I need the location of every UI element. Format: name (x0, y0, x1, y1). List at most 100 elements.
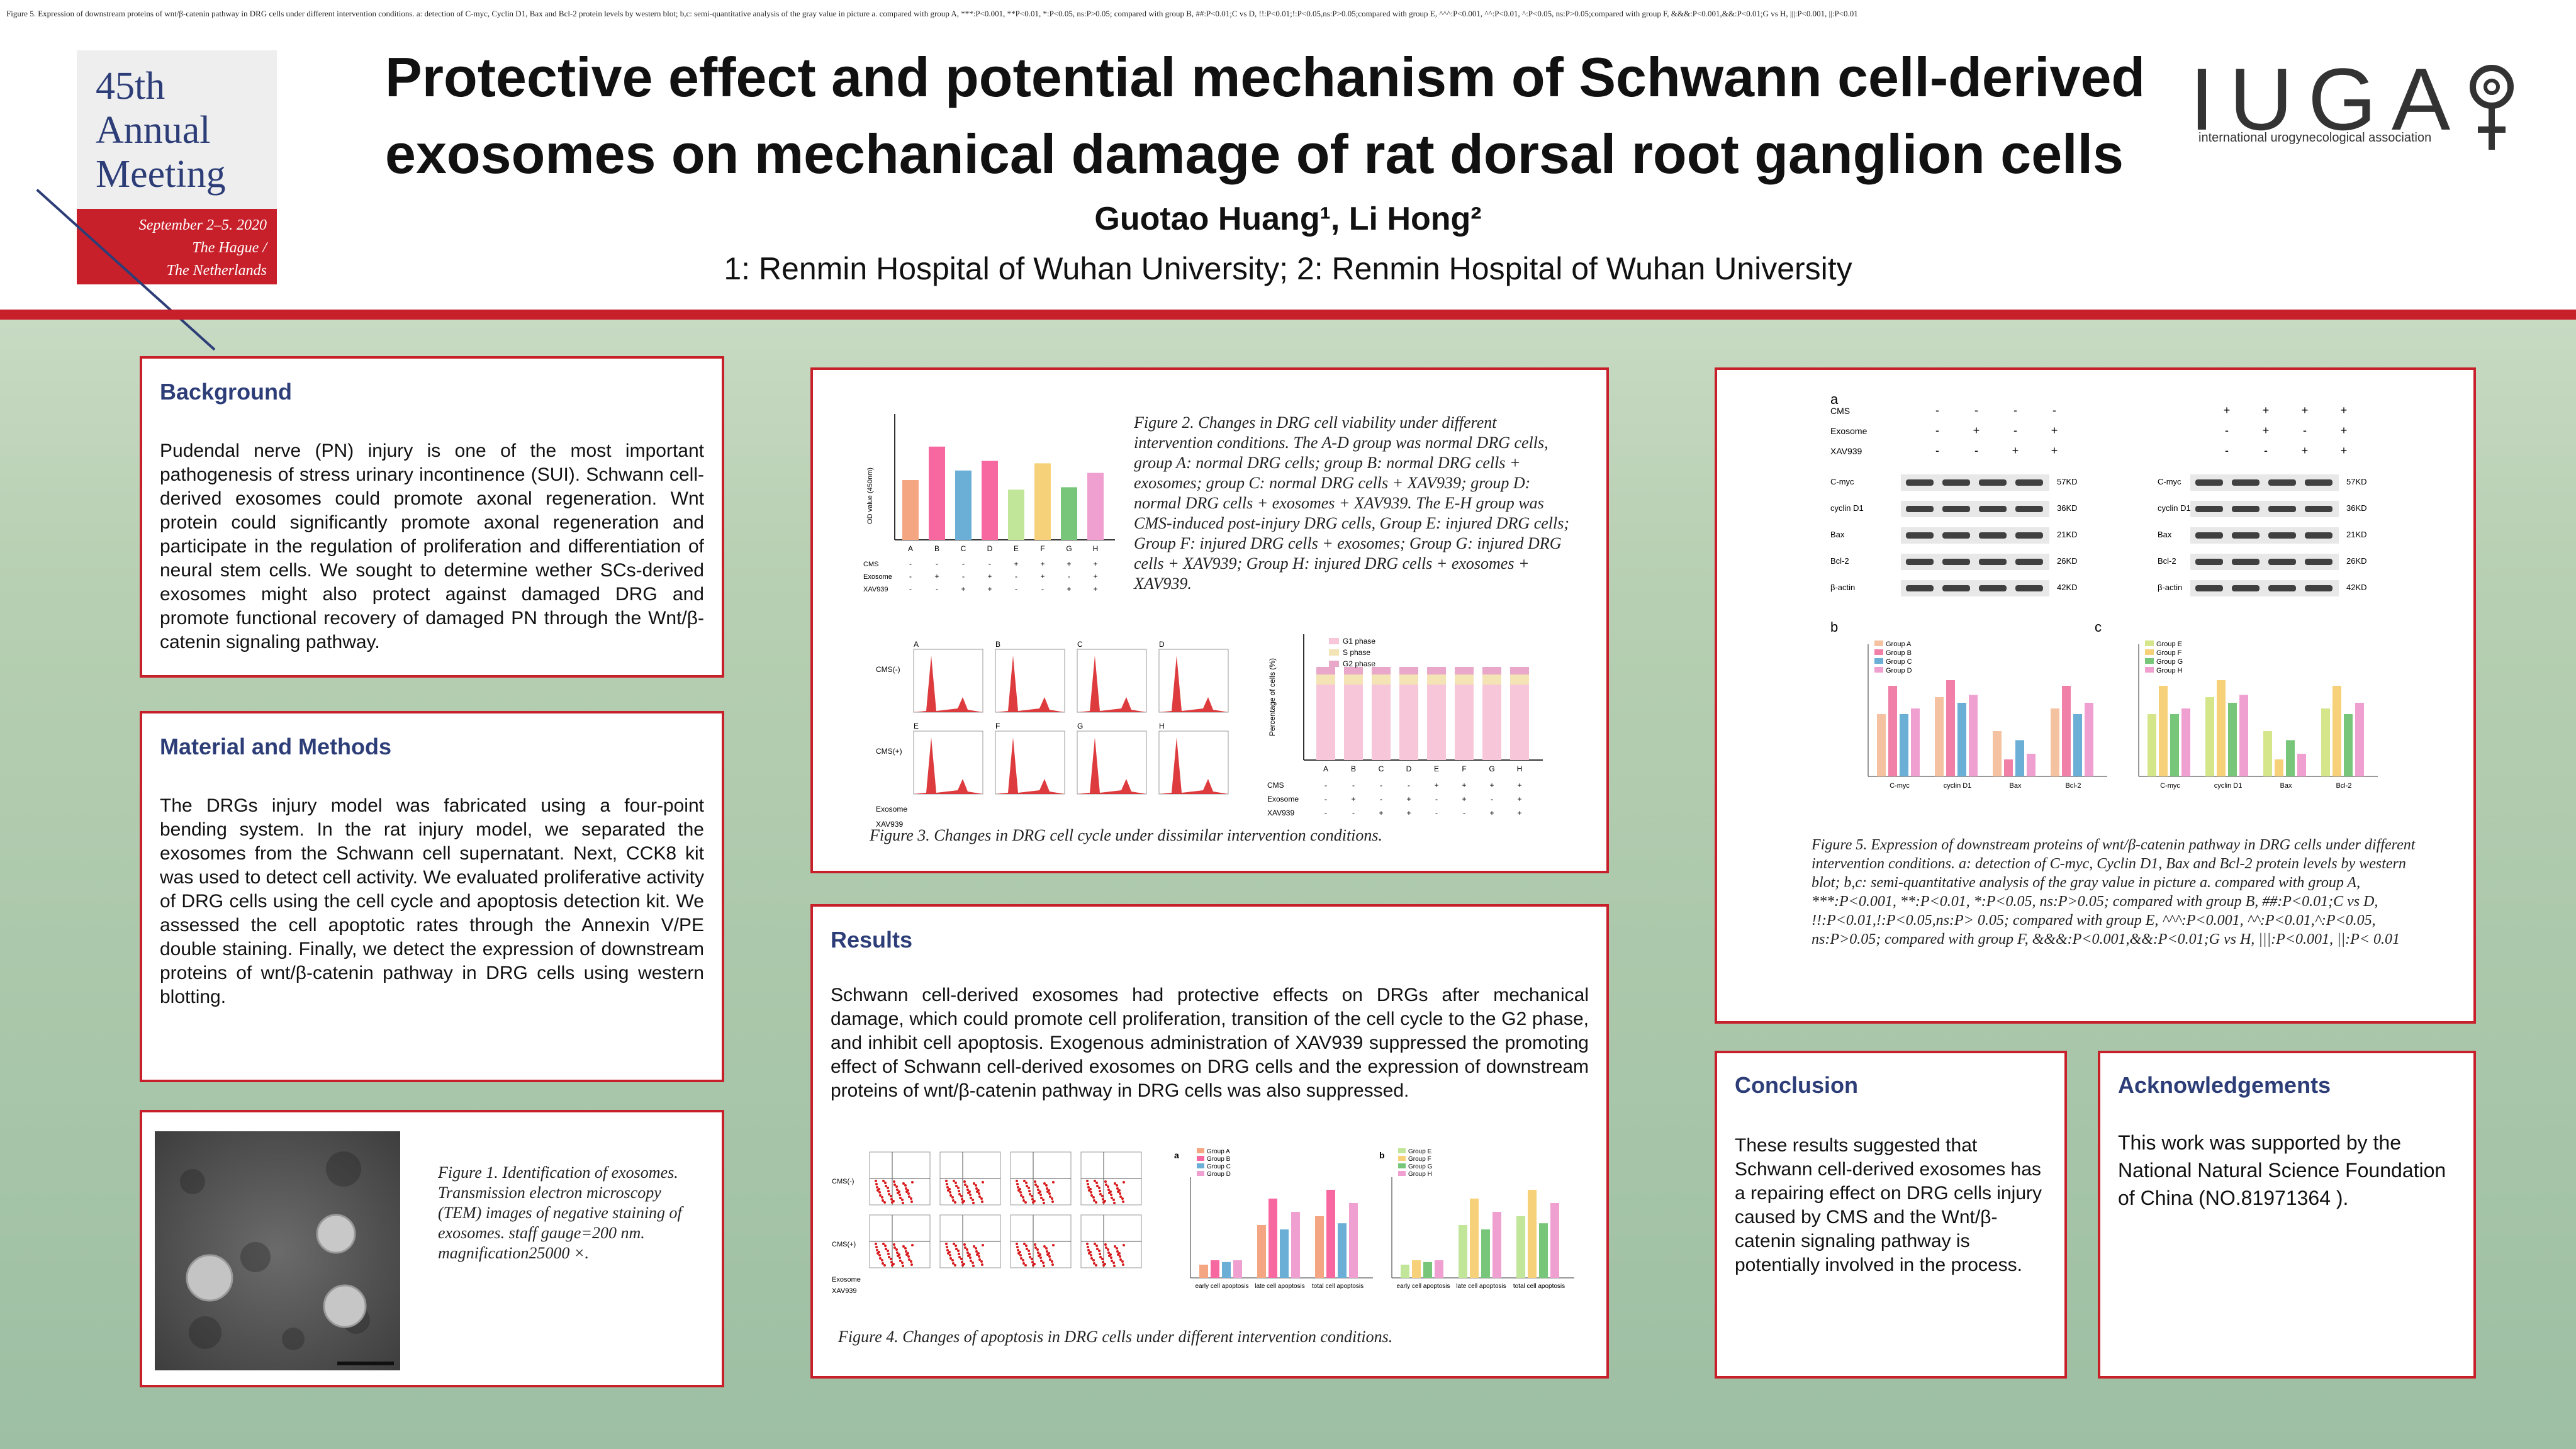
figure4-dot (1034, 1183, 1037, 1186)
title-line1: Protective effect and potential mechanis… (385, 46, 2146, 108)
figure3-row-cell: - (1352, 808, 1355, 817)
figure3-category-label: D (1406, 764, 1412, 773)
figure2-row-cell: + (1040, 572, 1044, 581)
figure3-row-cell: - (1435, 808, 1438, 817)
figure5-band-label-right: Bcl-2 (2158, 556, 2176, 566)
figure4-bar (1423, 1262, 1432, 1278)
figure5-sign: - (1935, 444, 1939, 457)
figure4-dot (957, 1250, 960, 1252)
figure5-sign: - (1935, 404, 1939, 417)
figure5-bar (1935, 697, 1944, 776)
figure4-dot (958, 1190, 960, 1192)
figure3-category-label: E (1434, 764, 1439, 773)
figure4-dot (907, 1192, 910, 1195)
figure3-histogram-frame (913, 649, 983, 713)
figure5-bar (2159, 686, 2168, 776)
figure2-row-cell: + (1093, 585, 1097, 593)
figure5-band (1942, 585, 1970, 591)
figure5-category-label: C-myc (2160, 782, 2180, 790)
figure4-bar (1528, 1190, 1537, 1278)
figure4-dot (1099, 1193, 1102, 1195)
figure2-category-label: B (934, 544, 939, 553)
figure4-dot (899, 1260, 902, 1262)
figure4-dot (876, 1186, 878, 1189)
figure4-dot (1095, 1245, 1098, 1247)
figure4-dot (1045, 1247, 1048, 1250)
figure5-band (2305, 559, 2332, 565)
figure3-ylabel: Percentage of cells (%) (1268, 658, 1277, 736)
figure5-sign: + (2341, 404, 2348, 417)
figure3-panel-label: H (1159, 722, 1165, 730)
figure4-dot (981, 1263, 983, 1266)
figure4-dot (969, 1194, 972, 1196)
figure2-bar (1034, 463, 1051, 540)
figure4-flow-plots: CMS(-) CMS(+) Exosome XAV939 (832, 1151, 1142, 1295)
figure4-dot (946, 1186, 949, 1189)
figure1-caption: Figure 1. Identification of exosomes. Tr… (438, 1163, 682, 1262)
legend-label: Group G (1408, 1163, 1433, 1170)
figure4-dot (882, 1199, 884, 1202)
figure5-band (2015, 585, 2043, 591)
figure5-band (1906, 585, 1934, 591)
figure3-row-cell: - (1408, 781, 1410, 790)
figure5-sign: - (2013, 404, 2017, 417)
figure5-band-label: Bax (1830, 530, 1845, 539)
figure2-row-cell: - (1041, 585, 1044, 593)
figure4-bar (1268, 1199, 1277, 1278)
figure4-dot (1098, 1187, 1100, 1189)
figure5-sign: - (2225, 444, 2229, 457)
figure5-label-c: c (2095, 619, 2102, 635)
figure4-dot (1105, 1246, 1107, 1249)
figure5-band (2268, 479, 2296, 486)
figure4-dot (1099, 1256, 1102, 1258)
figure4-dot (1095, 1201, 1097, 1204)
figure4-dot (1101, 1258, 1104, 1260)
figure3-bar-row-3: XAV939 (1267, 808, 1294, 817)
figure4-bar (1315, 1216, 1324, 1278)
figure4-dot (964, 1183, 966, 1186)
results-panel: Results Schwann cell-derived exosomes ha… (810, 904, 1609, 1379)
methods-text: The DRGs injury model was fabricated usi… (160, 795, 704, 1007)
figure4-dot (878, 1254, 881, 1256)
badge-line1: 45th (96, 65, 165, 108)
legend-label: Group E (1408, 1148, 1432, 1155)
figure5-kd-label-right: 26KD (2346, 556, 2367, 566)
badge-place1: The Hague / (192, 240, 267, 256)
figure4-bar (1280, 1229, 1289, 1278)
legend-label: Group H (2156, 667, 2183, 674)
figure4-dot (1096, 1248, 1099, 1250)
figure5-bar (2062, 686, 2071, 776)
figure4-dot (1016, 1243, 1018, 1245)
figure4-dot (1026, 1248, 1028, 1250)
figure4-dot (1040, 1197, 1043, 1199)
figure4-dot (966, 1185, 968, 1188)
figure2-caption: Figure 2. Changes in DRG cell viability … (1134, 413, 1569, 593)
figure2-3-panel: OD value (450nm) A B C D E F G H CMS - - - - + + + + Exo… (810, 367, 1609, 873)
figure4-dot (1023, 1243, 1026, 1245)
figure4-bar (1199, 1265, 1208, 1278)
figure5-band (2232, 479, 2260, 486)
figure4-dot (1086, 1180, 1089, 1182)
figure4-dot (1107, 1248, 1109, 1251)
methods-panel: Material and Methods The DRGs injury mod… (140, 711, 724, 1082)
figure3-row-cell: - (1324, 808, 1327, 817)
figure3-category-label: G (1489, 764, 1494, 773)
figure4-dot (1119, 1195, 1122, 1198)
figure4-dot (1112, 1262, 1115, 1264)
figure3-row-cell: + (1517, 795, 1521, 803)
figure4-dot (1043, 1265, 1045, 1267)
figure4-dot (905, 1250, 907, 1253)
tem-image (155, 1131, 400, 1370)
figure2-row-cell: - (909, 559, 912, 568)
figure4-dot (972, 1265, 975, 1267)
figure3-category-label: B (1351, 764, 1356, 773)
figure5-band (2305, 585, 2332, 591)
figure4-dot (910, 1200, 913, 1203)
figure5-sign: + (2302, 404, 2309, 417)
figure5-band-label: β-actin (1830, 583, 1855, 592)
figure5-bar (2344, 714, 2353, 776)
figure4-caption: Figure 4. Changes of apoptosis in DRG ce… (838, 1328, 1393, 1346)
figure4-dot (1107, 1189, 1110, 1191)
